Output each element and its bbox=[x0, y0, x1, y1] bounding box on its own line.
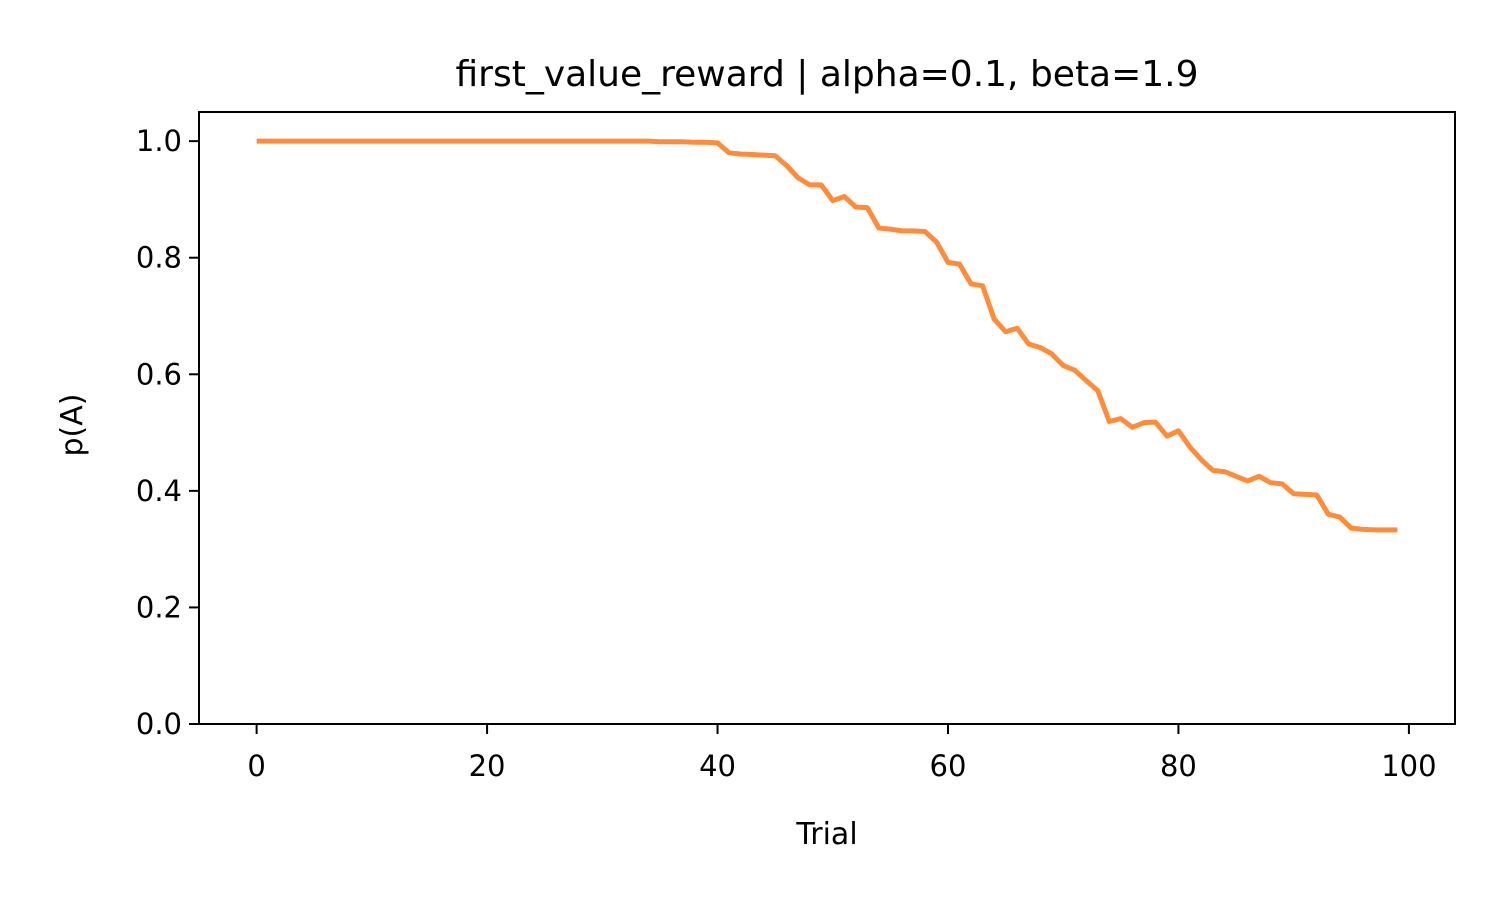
y-tick-label: 0.6 bbox=[136, 357, 182, 391]
x-tick-label: 20 bbox=[469, 749, 506, 783]
axis-ticks: 0 20 40 60 80 100 0.0 0.2 0.4 0.6 0.8 1.0 bbox=[136, 124, 1437, 783]
series-layer bbox=[256, 138, 1398, 533]
series-line bbox=[256, 138, 1398, 533]
x-tick-label: 0 bbox=[247, 749, 265, 783]
y-tick-label: 1.0 bbox=[136, 124, 182, 158]
y-axis-label: p(A) bbox=[55, 394, 90, 457]
chart-title: first_value_reward | alpha=0.1, beta=1.9 bbox=[455, 54, 1198, 95]
x-axis-label: Trial bbox=[795, 817, 857, 852]
plot-frame bbox=[198, 111, 1456, 725]
y-tick-label: 0.0 bbox=[136, 707, 182, 741]
x-tick-label: 100 bbox=[1381, 749, 1436, 783]
x-tick-label: 40 bbox=[699, 749, 736, 783]
x-tick-label: 80 bbox=[1160, 749, 1197, 783]
y-tick-label: 0.2 bbox=[136, 590, 182, 624]
y-tick-label: 0.8 bbox=[136, 241, 182, 275]
y-tick-label: 0.4 bbox=[136, 474, 182, 508]
x-tick-label: 60 bbox=[930, 749, 967, 783]
